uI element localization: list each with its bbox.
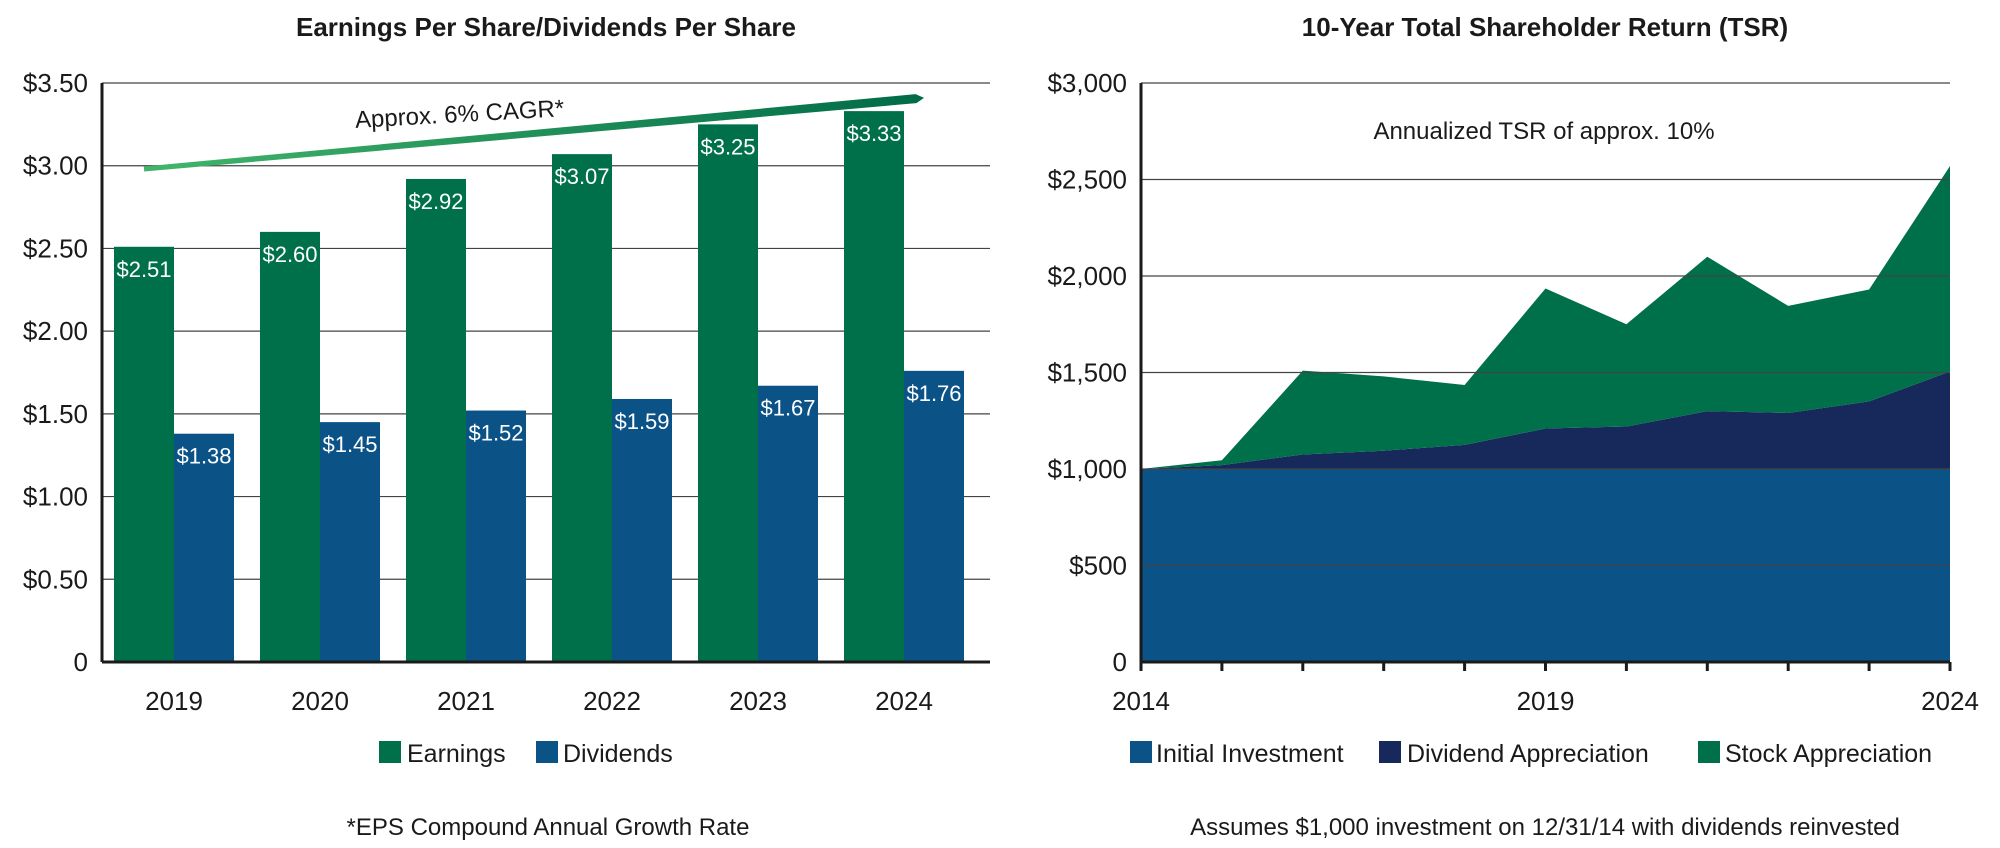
earnings-bar-label: $2.60: [262, 242, 317, 267]
eps-dps-bar-chart: Earnings Per Share/Dividends Per Share 0…: [23, 12, 990, 841]
dividends-bar-label: $1.45: [322, 432, 377, 457]
tsr-y-tick-label: $2,000: [1047, 261, 1127, 291]
cagr-annotation: Approx. 6% CAGR*: [354, 95, 565, 134]
eps-y-tick-label: $1.00: [23, 482, 88, 512]
legend-label-earnings: Earnings: [407, 740, 506, 768]
eps-chart-title: Earnings Per Share/Dividends Per Share: [296, 12, 796, 42]
legend-label-dividend-appreciation: Dividend Appreciation: [1407, 740, 1649, 768]
legend-swatch-earnings: [379, 741, 401, 763]
eps-bar-labels: $2.51 $1.38 $2.60 $1.45 $2.92 $1.52 $3.07 $1.59…: [116, 121, 961, 469]
earnings-bar: [406, 178, 466, 662]
tsr-x-tick-label: 2019: [1517, 686, 1575, 716]
tsr-y-tick-label: $1,000: [1047, 454, 1127, 484]
eps-x-tick-label: 2022: [583, 686, 641, 716]
eps-legend: Earnings Dividends: [379, 740, 673, 768]
dividends-bar: [612, 398, 672, 662]
eps-gridlines: [102, 82, 990, 580]
dividend-appreciation-area: [1141, 371, 1950, 469]
earnings-bar: [844, 111, 904, 662]
tsr-chart-title: 10-Year Total Shareholder Return (TSR): [1302, 12, 1788, 42]
cagr-trend-line: [143, 94, 924, 172]
legend-swatch-stock-appreciation: [1698, 741, 1720, 763]
tsr-x-axis-ticks: 2014 2019 2024: [1112, 662, 1979, 716]
eps-footnote: *EPS Compound Annual Growth Rate: [347, 814, 750, 841]
eps-x-tick-label: 2023: [729, 686, 787, 716]
dividends-bar: [904, 370, 964, 662]
tsr-y-axis-ticks: 0 $500 $1,000 $1,500 $2,000 $2,500 $3,000: [1047, 68, 1127, 677]
cagr-trend-arrow: [143, 94, 924, 172]
dividends-bar: [466, 410, 526, 662]
dividends-bar-label: $1.38: [176, 444, 231, 469]
dividends-bar-label: $1.59: [614, 409, 669, 434]
tsr-area-chart: 10-Year Total Shareholder Return (TSR) 0…: [1047, 12, 1978, 841]
eps-bars: [114, 111, 964, 663]
tsr-annotation: Annualized TSR of approx. 10%: [1373, 118, 1714, 145]
dividends-bar-label: $1.52: [468, 421, 523, 446]
earnings-bar-label: $2.92: [408, 189, 463, 214]
stock-appreciation-area: [1141, 166, 1950, 469]
tsr-footnote: Assumes $1,000 investment on 12/31/14 wi…: [1190, 814, 1900, 841]
legend-label-initial-investment: Initial Investment: [1156, 740, 1344, 768]
legend-label-stock-appreciation: Stock Appreciation: [1725, 740, 1932, 768]
tsr-y-tick-label: 0: [1113, 647, 1127, 677]
eps-x-tick-label: 2021: [437, 686, 495, 716]
legend-swatch-dividends: [536, 741, 558, 763]
tsr-y-tick-label: $2,500: [1047, 165, 1127, 195]
eps-x-axis-ticks: 2019 2020 2021 2022 2023 2024: [145, 686, 933, 716]
earnings-bar: [698, 124, 758, 663]
legend-swatch-dividend-appreciation: [1379, 741, 1401, 763]
eps-y-tick-label: $1.50: [23, 399, 88, 429]
tsr-gridlines: [1141, 82, 1950, 567]
earnings-bar: [260, 231, 320, 662]
dividends-bar: [174, 433, 234, 662]
earnings-bar-label: $3.07: [554, 164, 609, 189]
tsr-x-tick-label: 2024: [1921, 686, 1979, 716]
eps-y-tick-label: $3.00: [23, 151, 88, 181]
eps-x-tick-label: 2024: [875, 686, 933, 716]
tsr-y-tick-label: $1,500: [1047, 358, 1127, 388]
earnings-bar-label: $3.33: [846, 121, 901, 146]
tsr-y-tick-label: $3,000: [1047, 68, 1127, 98]
tsr-x-tick-label: 2014: [1112, 686, 1170, 716]
legend-swatch-initial-investment: [1130, 741, 1152, 763]
eps-x-tick-label: 2019: [145, 686, 203, 716]
eps-y-tick-label: $3.50: [23, 68, 88, 98]
earnings-bar: [114, 246, 174, 662]
eps-y-tick-label: $2.50: [23, 233, 88, 263]
eps-y-tick-label: 0: [74, 647, 88, 677]
earnings-bar: [552, 154, 612, 663]
tsr-legend: Initial Investment Dividend Appreciation…: [1130, 740, 1932, 768]
tsr-y-tick-label: $500: [1069, 551, 1127, 581]
eps-x-tick-label: 2020: [291, 686, 349, 716]
legend-label-dividends: Dividends: [563, 740, 673, 768]
dividends-bar-label: $1.67: [760, 396, 815, 421]
dividends-bar: [758, 385, 818, 662]
earnings-bar-label: $3.25: [700, 134, 755, 159]
dividends-bar: [320, 422, 380, 662]
earnings-bar-label: $2.51: [116, 257, 171, 282]
eps-y-tick-label: $2.00: [23, 316, 88, 346]
eps-y-axis-ticks: 0 $0.50 $1.00 $1.50 $2.00 $2.50 $3.00 $3.50: [23, 68, 88, 677]
dividends-bar-label: $1.76: [906, 381, 961, 406]
tsr-stacked-areas: [1141, 166, 1950, 662]
eps-y-tick-label: $0.50: [23, 564, 88, 594]
